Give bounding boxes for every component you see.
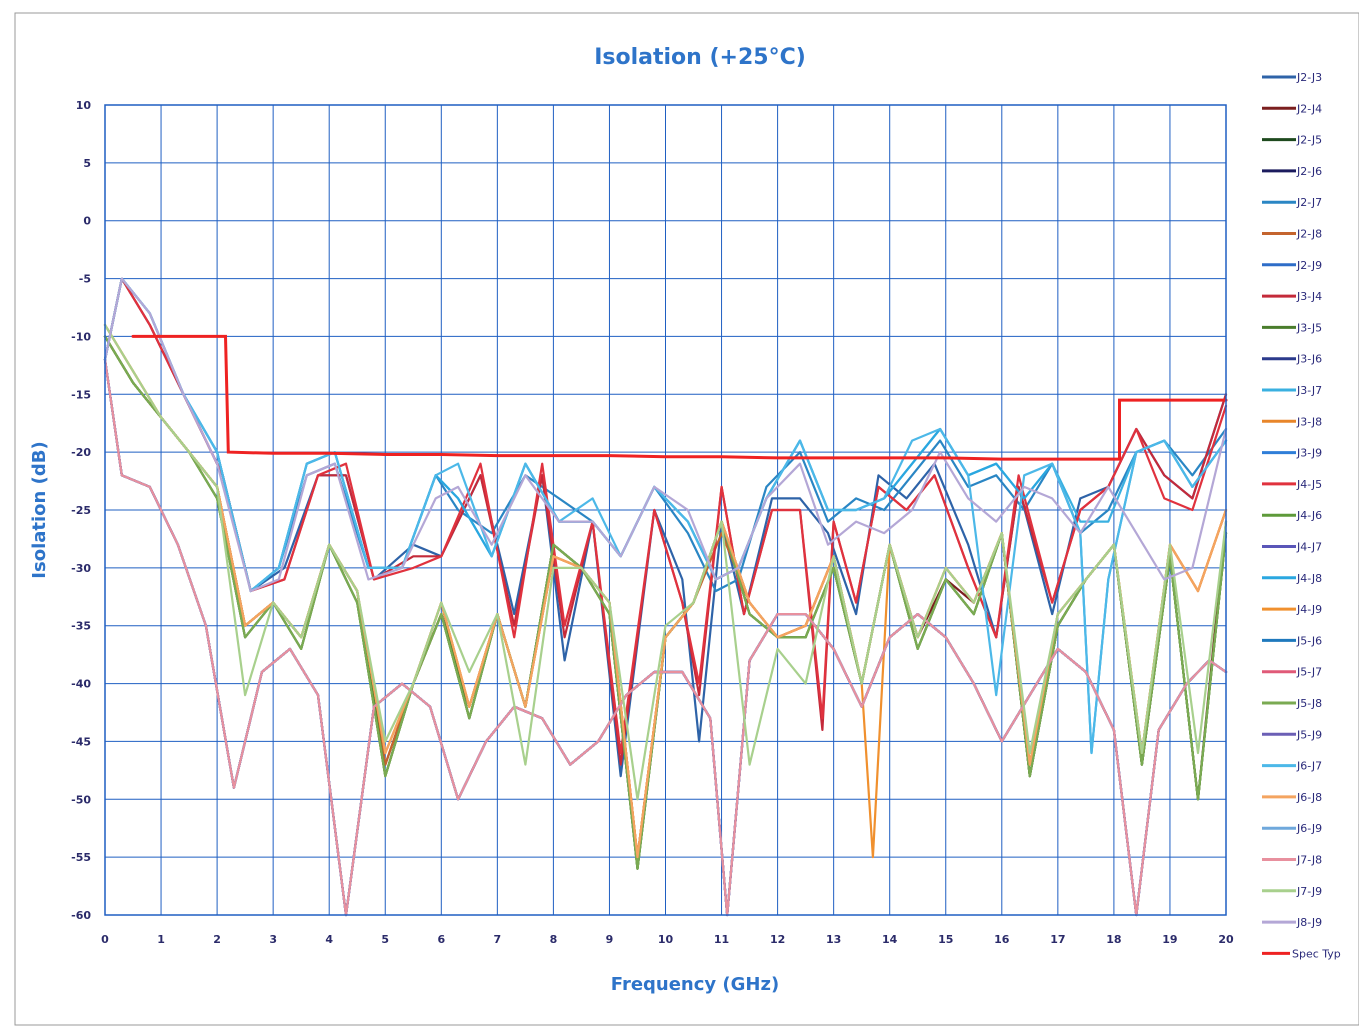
y-tick-label: -10 [71, 330, 91, 343]
series-line-j4-j5 [103, 277, 1228, 755]
legend-label: J2-J4 [1296, 102, 1322, 115]
x-tick-label: 16 [994, 933, 1010, 946]
y-tick-label: -45 [71, 735, 91, 748]
y-tick-label: -30 [71, 562, 91, 575]
x-tick-label: 9 [606, 933, 614, 946]
x-tick-label: 2 [213, 933, 221, 946]
legend-label: J3-J5 [1296, 321, 1322, 334]
legend-label: J4-J5 [1296, 478, 1322, 491]
y-tick-label: -15 [71, 388, 91, 401]
x-tick-label: 6 [437, 933, 445, 946]
x-tick-label: 10 [658, 933, 674, 946]
y-tick-label: -20 [71, 446, 91, 459]
series-line-j8-j9 [103, 277, 1228, 593]
x-tick-label: 15 [938, 933, 953, 946]
y-axis-title: Isolation (dB) [29, 441, 50, 578]
legend-label: J7-J9 [1296, 885, 1322, 898]
grid-layer [104, 104, 1227, 916]
legend-label: J3-J6 [1296, 353, 1322, 366]
legend-label: J2-J9 [1296, 259, 1322, 272]
x-tick-label: 17 [1050, 933, 1065, 946]
legend-label: J8-J9 [1296, 916, 1322, 929]
legend-label: J4-J6 [1296, 509, 1322, 522]
legend-label: J6-J7 [1296, 760, 1322, 773]
legend-label: J2-J3 [1296, 71, 1322, 84]
y-tick-label: -35 [71, 620, 91, 633]
y-tick-label: -40 [71, 678, 91, 691]
legend: J2-J3 J2-J4 J2-J5 J2-J6 J2-J7 J2-J8 J2-J9 J3-J4… [1262, 71, 1341, 960]
legend-label: J2-J5 [1296, 134, 1322, 147]
x-tick-label: 4 [325, 933, 333, 946]
legend-label: J2-J8 [1296, 228, 1322, 241]
legend-label: J6-J9 [1296, 822, 1322, 835]
series-line-j2-j3 [103, 277, 1228, 778]
x-tick-label: 8 [550, 933, 558, 946]
y-tick-label: 0 [83, 215, 91, 228]
x-tick-label: 19 [1162, 933, 1177, 946]
legend-label: J4-J8 [1296, 572, 1322, 585]
page-frame [14, 12, 1359, 1026]
y-tick-label: -25 [71, 504, 91, 517]
legend-label: J5-J6 [1296, 634, 1322, 647]
x-tick-label: 11 [714, 933, 729, 946]
y-tick-label: -60 [71, 909, 91, 922]
legend-label: J5-J9 [1296, 728, 1322, 741]
y-tick-label: -50 [71, 793, 91, 806]
legend-label: J3-J8 [1296, 415, 1322, 428]
x-tick-label: 7 [494, 933, 502, 946]
x-tick-label: 14 [882, 933, 898, 946]
legend-label: J3-J4 [1296, 290, 1322, 303]
x-tick-label: 12 [770, 933, 785, 946]
legend-label: Spec Typ [1292, 947, 1341, 960]
legend-label: J4-J7 [1296, 541, 1322, 554]
y-tick-label: 5 [83, 157, 91, 170]
y-tick-label: -5 [79, 273, 91, 286]
legend-label: J2-J7 [1296, 196, 1322, 209]
legend-label: J6-J8 [1296, 791, 1322, 804]
series-layer [103, 277, 1228, 917]
series-line-j7-j9 [103, 323, 1228, 801]
legend-label: J3-J7 [1296, 384, 1322, 397]
legend-label: J4-J9 [1296, 603, 1322, 616]
legend-label: J2-J6 [1296, 165, 1322, 178]
y-tick-label: -55 [71, 851, 91, 864]
x-tick-label: 3 [269, 933, 277, 946]
x-tick-label: 13 [826, 933, 841, 946]
x-tick-label: 0 [101, 933, 109, 946]
x-axis-title: Frequency (GHz) [611, 974, 779, 995]
legend-label: J5-J8 [1296, 697, 1322, 710]
plot-frame [104, 104, 1227, 916]
legend-label: J5-J7 [1296, 666, 1322, 679]
x-tick-label: 1 [157, 933, 165, 946]
y-tick-label: 10 [76, 99, 92, 112]
legend-label: J7-J8 [1296, 854, 1322, 867]
series-line-j6-j7 [103, 277, 1228, 755]
series-line-spec-typ [131, 334, 1228, 461]
x-tick-label: 20 [1218, 933, 1234, 946]
x-tick-label: 18 [1106, 933, 1121, 946]
legend-label: J3-J9 [1296, 447, 1322, 460]
tick-layer: 0 1 2 3 4 5 6 7 8 9 10 11 12 13 14 15 16 17 18 19 201050-5-1… [71, 99, 1234, 946]
chart-title: Isolation (+25°C) [594, 45, 806, 70]
x-tick-label: 5 [381, 933, 389, 946]
series-line-j7-j8 [103, 358, 1228, 917]
